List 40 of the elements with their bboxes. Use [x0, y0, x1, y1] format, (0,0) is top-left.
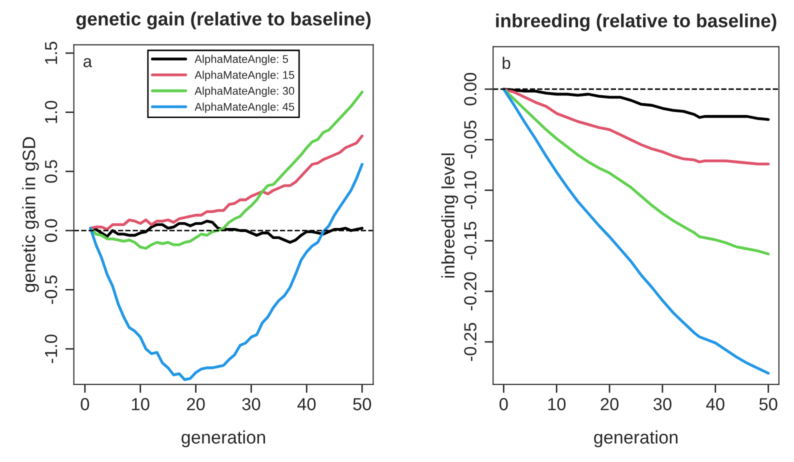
x-tick-label: 50 [353, 398, 372, 410]
legend-label: AlphaMateAngle: 5 [194, 54, 288, 66]
y-tick-label: -0.15 [464, 222, 476, 260]
y-tick-label: 0.00 [464, 72, 476, 106]
chart-title: inbreeding (relative to baseline) [496, 14, 776, 32]
x-tick-label: 30 [242, 398, 260, 410]
x-tick-label: 50 [759, 398, 778, 410]
y-tick-label: -0.10 [464, 171, 476, 210]
y-tick-label: 1.0 [44, 100, 58, 123]
y-tick-label: -0.25 [464, 322, 476, 361]
line-series [502, 88, 770, 166]
x-tick-label: 40 [297, 398, 316, 410]
x-tick-label: 0 [500, 398, 508, 410]
y-tick-label: -0.5 [44, 276, 58, 304]
y-tick-label: 1.5 [45, 42, 58, 64]
annotation: a [84, 58, 92, 68]
line-series [89, 134, 364, 231]
y-tick-label: -0.05 [464, 120, 476, 159]
y-tick-label: 0.5 [44, 160, 58, 183]
y-tick-label: -0.20 [464, 272, 476, 310]
line-series [89, 162, 364, 382]
x-tick-label: 10 [132, 398, 150, 410]
line-series [502, 88, 770, 375]
x-tick-label: 20 [187, 398, 205, 410]
y-axis-title: inbreeding level [441, 153, 458, 278]
legend-label: AlphaMateAngle: 30 [194, 86, 294, 97]
x-tick-label: 30 [653, 398, 672, 410]
legend-label: AlphaMateAngle: 15 [194, 70, 294, 82]
x-axis-title: generation [594, 430, 678, 448]
y-tick-label: 0.0 [44, 219, 58, 242]
annotation: b [502, 56, 510, 70]
legend-label: AlphaMateAngle: 45 [194, 102, 294, 113]
x-tick-label: 40 [706, 398, 724, 410]
x-tick-label: 10 [548, 398, 566, 410]
x-tick-label: 20 [600, 398, 619, 410]
y-tick-label: -1.0 [44, 334, 58, 364]
x-tick-label: 0 [80, 398, 90, 410]
y-axis-title: genetic gain in gSD [22, 137, 39, 292]
x-axis-title: generation [182, 430, 266, 448]
chart-title: genetic gain (relative to baseline) [76, 12, 371, 30]
